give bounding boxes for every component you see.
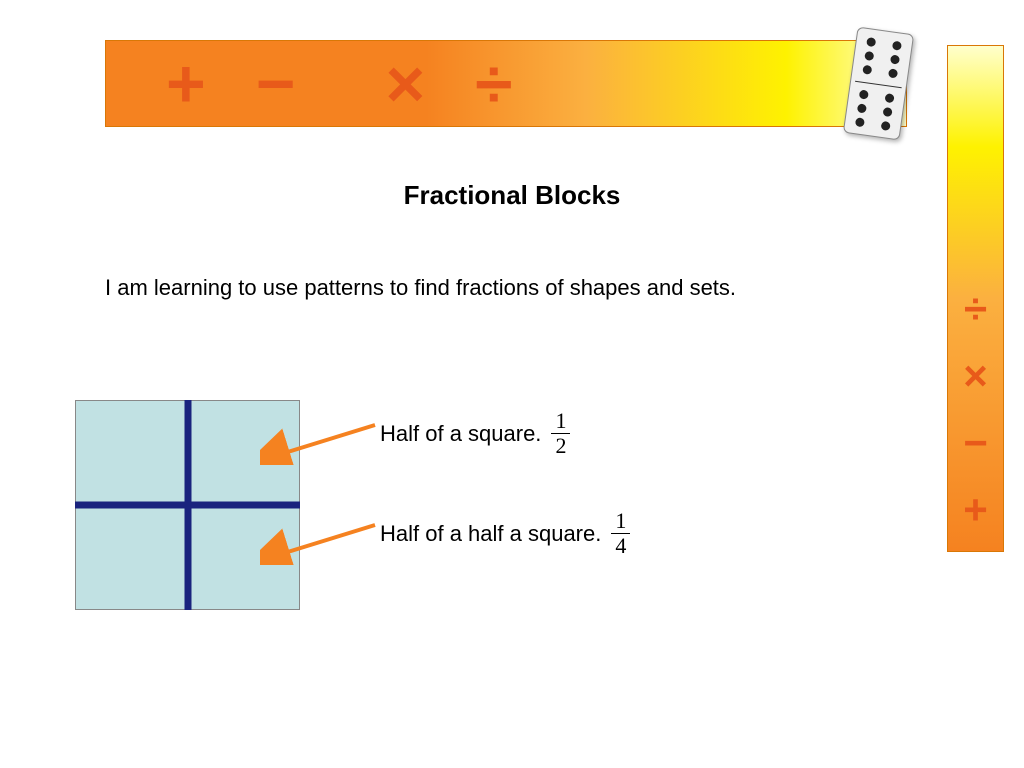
page-title: Fractional Blocks [0,180,1024,211]
minus-icon: − [256,50,296,118]
fraction-quarter: 1 4 [611,510,630,557]
plus-icon: + [963,489,988,531]
arrow-half [260,420,380,465]
half-text: Half of a square. [380,421,541,447]
learning-objective: I am learning to use patterns to find fr… [105,275,736,301]
side-operations-banner: ÷ × − + [947,45,1004,552]
fraction-half: 1 2 [551,410,570,457]
quarter-text: Half of a half a square. [380,521,601,547]
multiply-icon: × [963,355,988,397]
quarter-label: Half of a half a square. 1 4 [380,510,630,557]
arrow-quarter [260,520,380,565]
plus-icon: + [166,50,206,118]
top-operations-banner: + − × ÷ [105,40,907,127]
half-label: Half of a square. 1 2 [380,410,570,457]
divide-icon: ÷ [964,288,987,330]
divide-icon: ÷ [475,50,512,118]
minus-icon: − [963,422,988,464]
multiply-icon: × [385,50,425,118]
